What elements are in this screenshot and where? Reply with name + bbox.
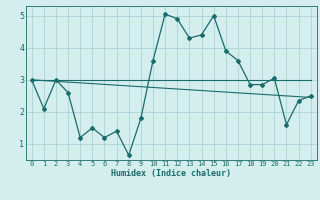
X-axis label: Humidex (Indice chaleur): Humidex (Indice chaleur) [111,169,231,178]
